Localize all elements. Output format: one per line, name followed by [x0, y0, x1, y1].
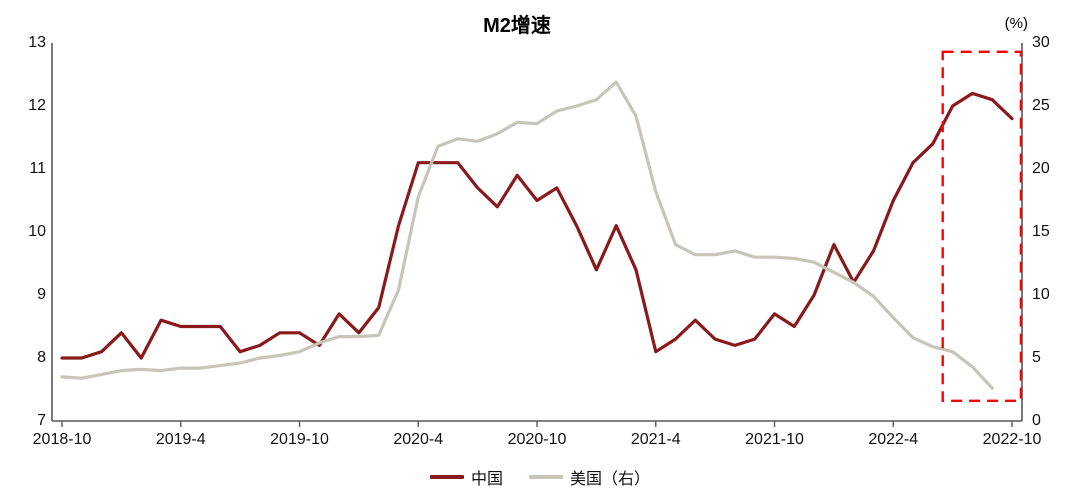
legend-swatch-china — [429, 475, 464, 479]
legend-label-us: 美国（右） — [570, 471, 651, 488]
y-tick-label-left: 13 — [28, 34, 46, 51]
highlight-dashed-box — [941, 50, 1023, 402]
y-tick-label-right: 20 — [1032, 160, 1050, 177]
y-tick-label-right: 30 — [1032, 34, 1050, 51]
x-tick-label: 2018-10 — [32, 431, 92, 448]
y-tick-label-left: 12 — [28, 97, 46, 114]
x-tick-label: 2019-10 — [270, 431, 329, 448]
y-tick-label-right: 15 — [1032, 223, 1050, 240]
y-tick-label-right: 0 — [1032, 412, 1041, 429]
x-tick-label: 2021-10 — [745, 431, 804, 448]
y-tick-label-left: 8 — [37, 349, 46, 366]
chart-title: M2增速 — [483, 15, 551, 37]
x-tick-label: 2019-4 — [155, 431, 206, 448]
series-line-china — [60, 91, 1014, 360]
y-tick-label-left: 7 — [37, 412, 46, 429]
legend-item-china: 中国 — [429, 465, 503, 489]
legend-swatch-us — [529, 475, 563, 479]
y-tick-label-left: 11 — [29, 160, 46, 177]
x-tick-label: 2020-4 — [393, 431, 444, 448]
x-tick-label: 2020-10 — [507, 431, 567, 448]
legend: 中国 美国（右） — [0, 465, 1080, 489]
y-tick-label-right: 25 — [1032, 97, 1050, 114]
x-tick-label: 2022-10 — [982, 431, 1042, 448]
legend-item-us: 美国（右） — [529, 465, 650, 489]
y-tick-label-right: 10 — [1032, 286, 1050, 303]
right-axis-unit-label: (%) — [1004, 15, 1028, 32]
x-tick-label: 2022-4 — [868, 431, 919, 448]
series-line-us — [60, 80, 994, 390]
y-tick-label-left: 9 — [37, 286, 46, 303]
y-tick-label-left: 10 — [28, 223, 46, 240]
x-tick-label: 2021-4 — [630, 431, 681, 448]
legend-label-china: 中国 — [470, 471, 503, 488]
y-tick-label-right: 5 — [1032, 349, 1041, 366]
